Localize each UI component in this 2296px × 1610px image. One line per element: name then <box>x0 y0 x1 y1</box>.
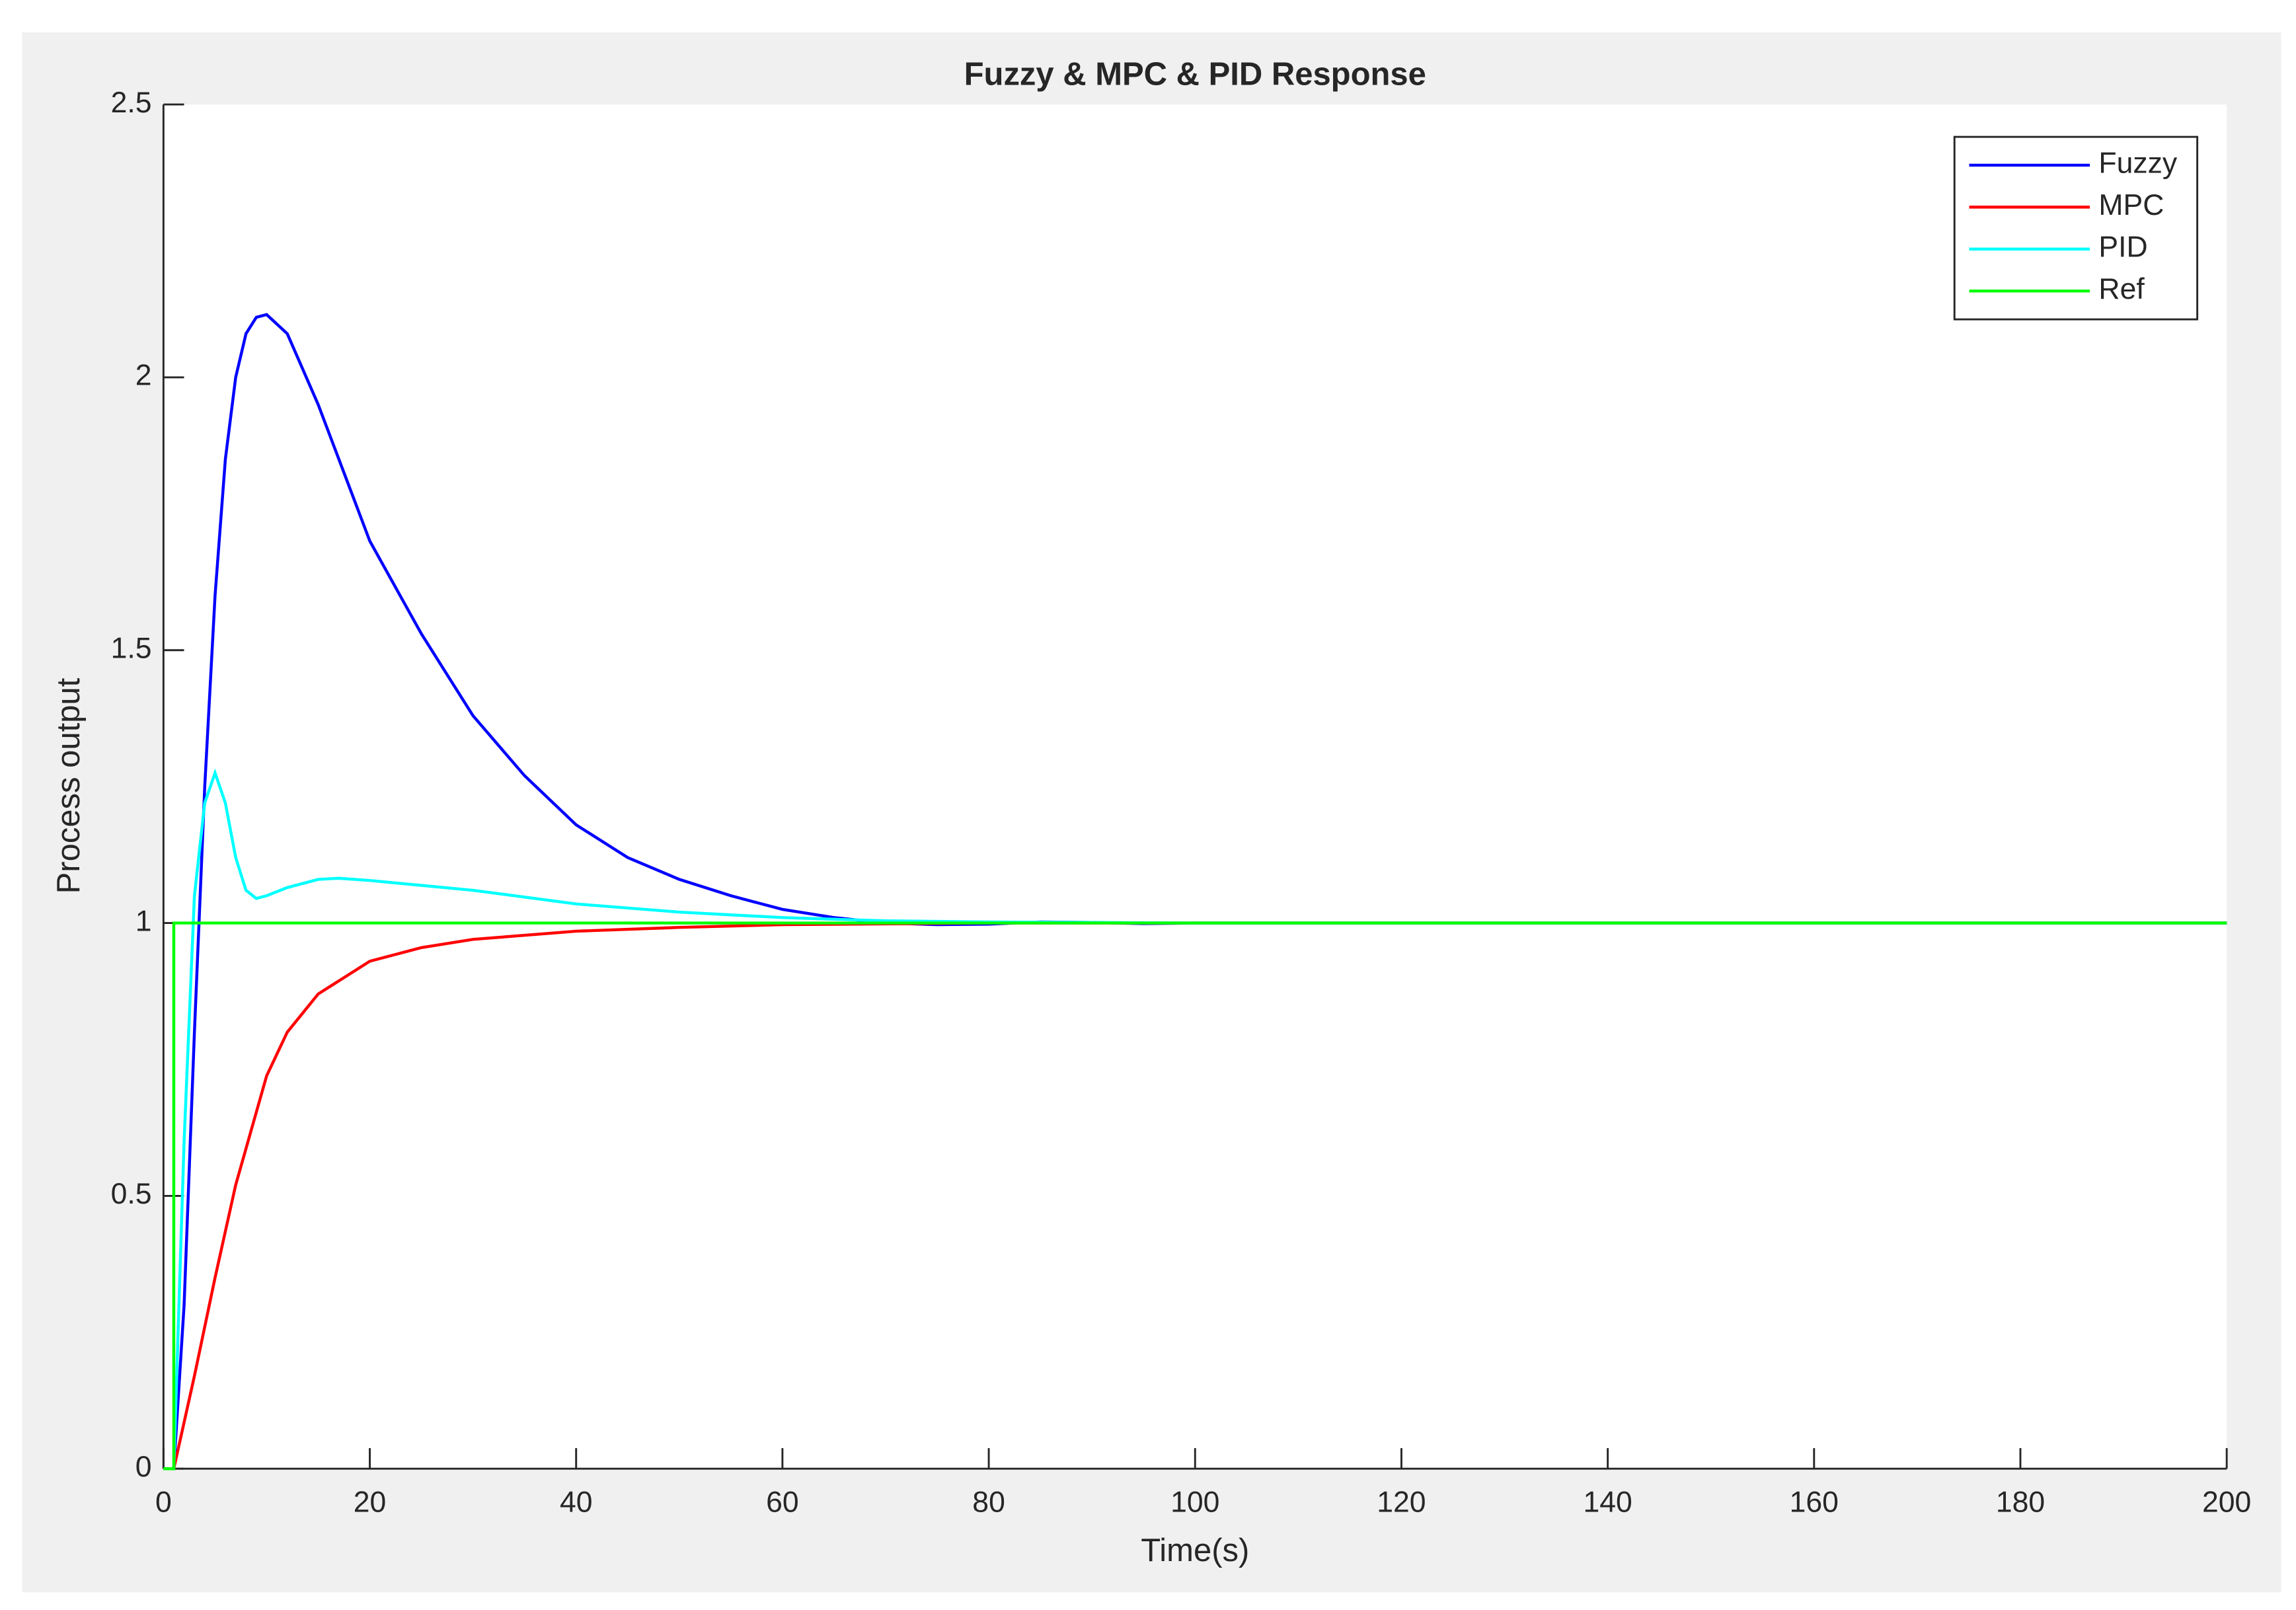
series-line <box>163 921 2227 1471</box>
x-tick-label: 20 <box>354 1486 387 1518</box>
y-tick-label: 0.5 <box>111 1178 152 1210</box>
y-tick-label: 2.5 <box>111 87 152 119</box>
y-tick-label: 0 <box>135 1451 152 1483</box>
y-tick-label: 2 <box>135 360 152 392</box>
axes-background <box>163 104 2227 1469</box>
x-tick-label: 0 <box>155 1486 172 1518</box>
x-tick-label: 100 <box>1170 1486 1219 1518</box>
chart-title: Fuzzy & MPC & PID Response <box>964 57 1426 93</box>
x-axis-label: Time(s) <box>1141 1533 1249 1568</box>
y-tick-label: 1 <box>135 905 152 937</box>
x-tick-label: 200 <box>2202 1486 2251 1518</box>
series-line <box>163 768 2227 1471</box>
x-tick-label: 180 <box>1996 1486 2045 1518</box>
x-tick-label: 140 <box>1583 1486 1632 1518</box>
x-tick-label: 40 <box>560 1486 593 1518</box>
legend-label: Fuzzy <box>2098 147 2177 180</box>
x-tick-label: 80 <box>972 1486 1005 1518</box>
legend-label: Ref <box>2098 273 2145 305</box>
legend-box <box>1953 135 2199 321</box>
series-line <box>163 921 2227 1471</box>
y-tick-label: 1.5 <box>111 632 152 665</box>
legend-label: MPC <box>2098 189 2164 221</box>
x-tick-label: 160 <box>1790 1486 1839 1518</box>
legend-label: PID <box>2098 231 2147 264</box>
y-axis-label: Process output <box>51 677 87 894</box>
x-tick-label: 120 <box>1377 1486 1426 1518</box>
x-tick-label: 60 <box>766 1486 799 1518</box>
